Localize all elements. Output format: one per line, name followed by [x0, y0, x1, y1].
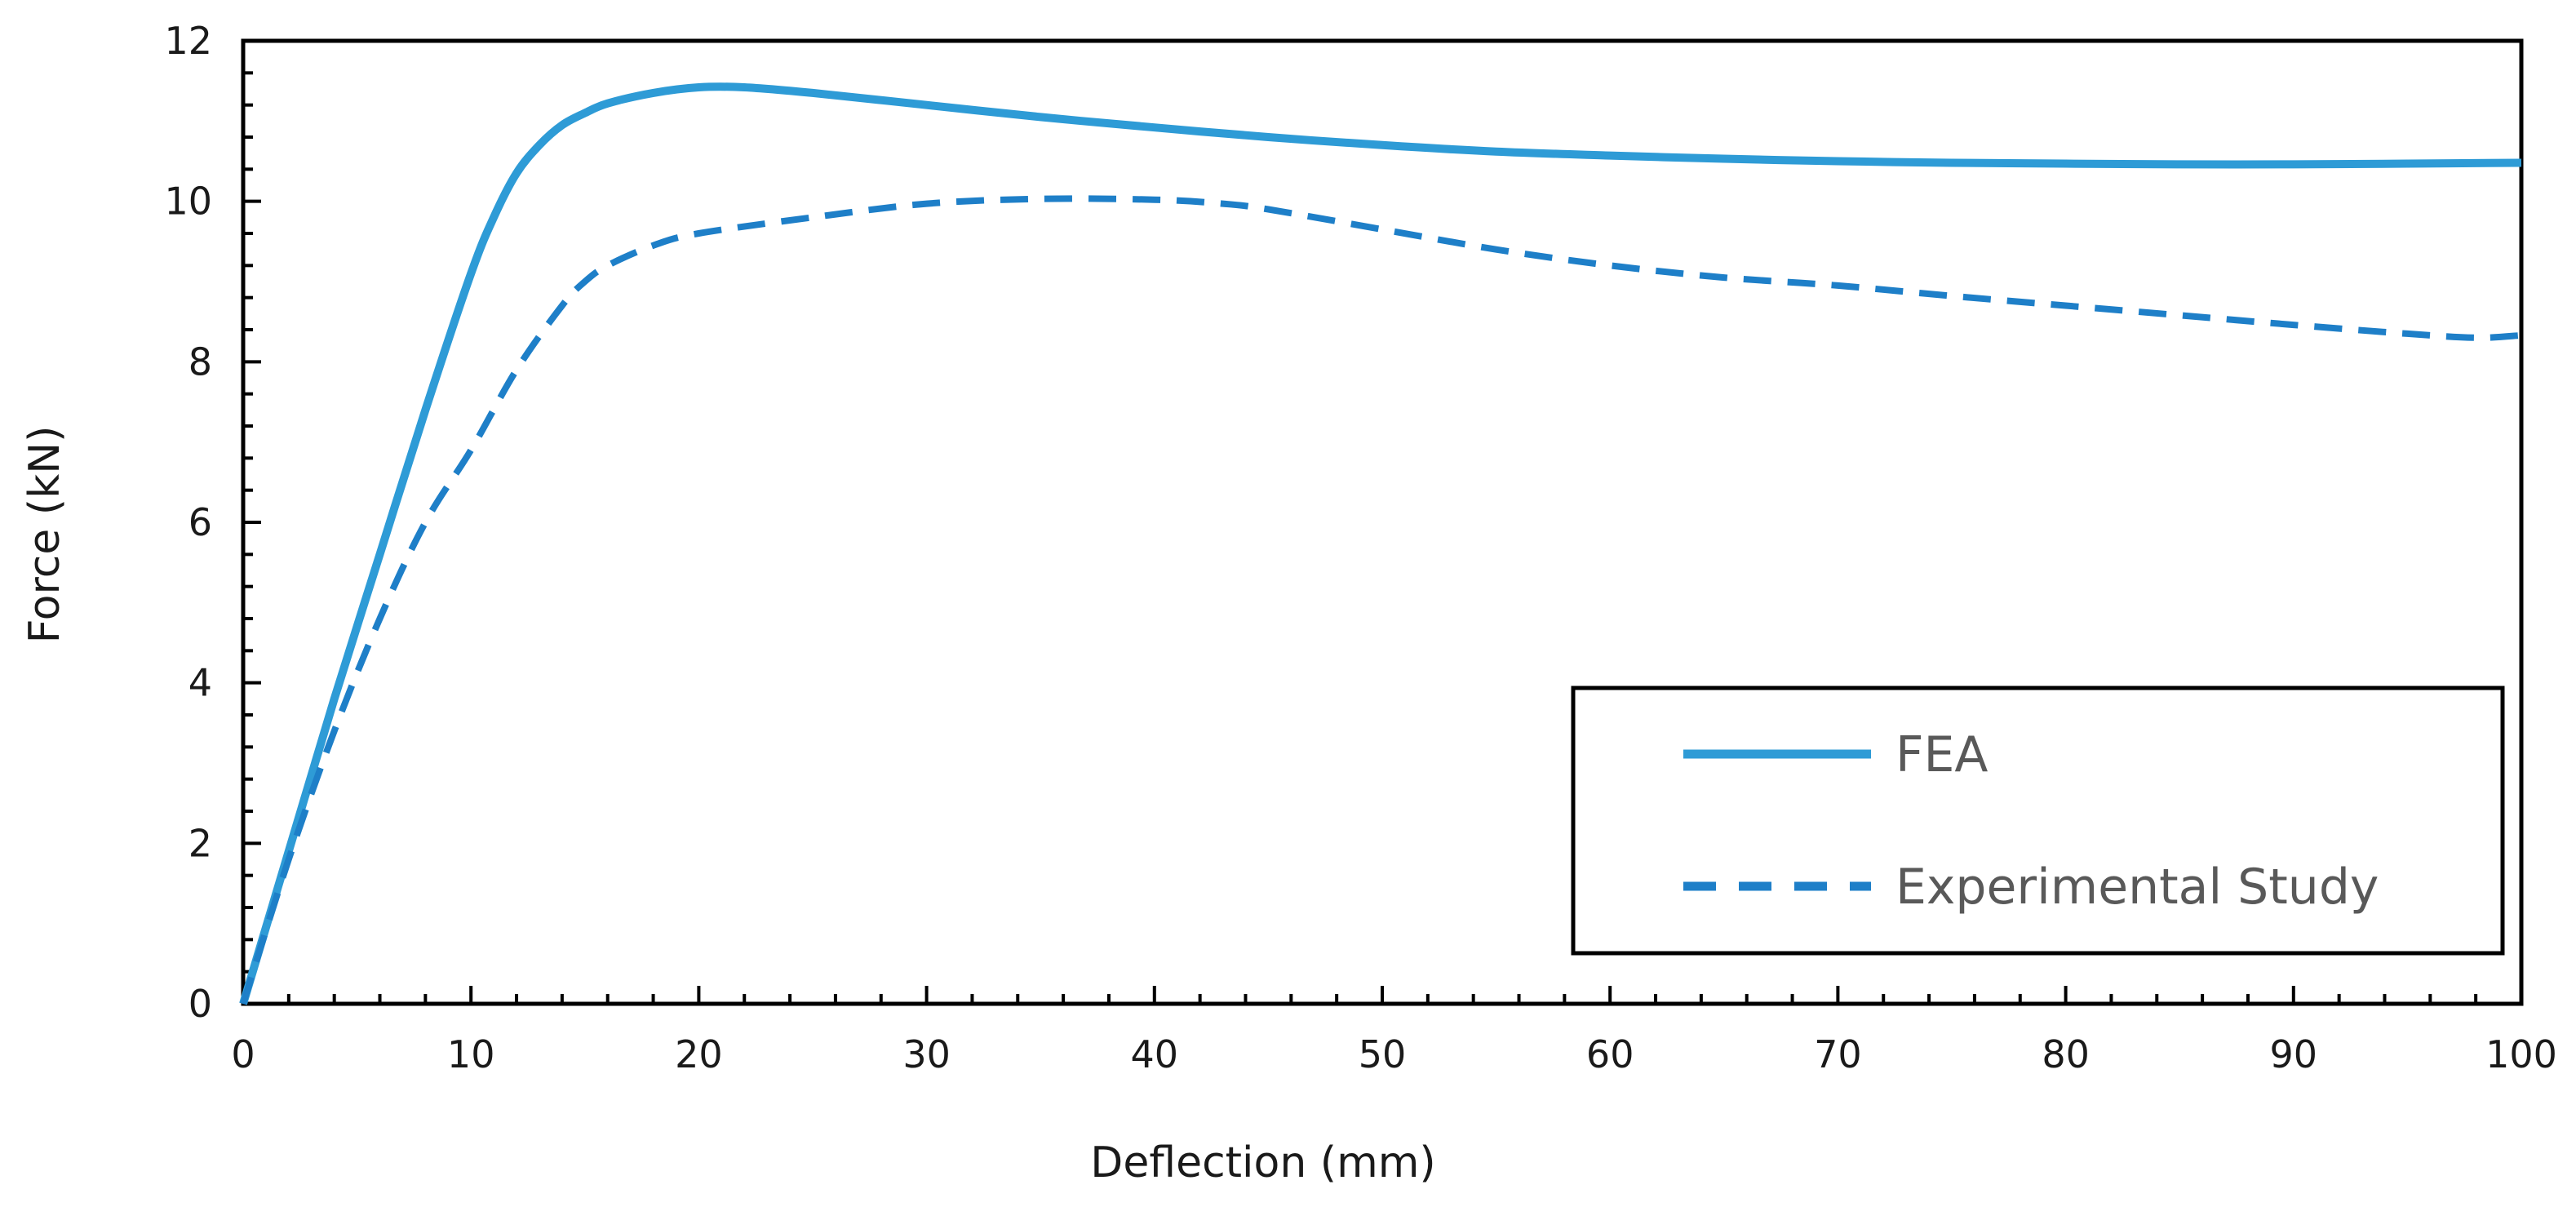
legend-label-fea: FEA	[1895, 726, 1988, 783]
x-tick-label: 60	[1586, 1032, 1634, 1076]
y-tick-label: 6	[188, 500, 212, 544]
y-tick-label: 12	[164, 19, 212, 63]
x-tick-label: 10	[447, 1032, 495, 1076]
series-line-fea	[239, 82, 2522, 1005]
x-tick-label: 70	[1814, 1032, 1862, 1076]
legend-box	[1571, 686, 2505, 956]
x-axis-title: Deflection (mm)	[1090, 1138, 1435, 1187]
x-tick-label: 90	[2270, 1032, 2318, 1076]
y-tick-label: 4	[188, 661, 212, 705]
x-tick-label: 50	[1359, 1032, 1407, 1076]
y-tick-label: 0	[188, 982, 212, 1026]
series-line-experimental-study	[240, 195, 2522, 1005]
y-tick-label: 10	[164, 180, 212, 224]
y-tick-label: 8	[188, 339, 212, 384]
x-tick-label: 0	[231, 1032, 255, 1076]
x-tick-label: 80	[2042, 1032, 2090, 1076]
legend: FEA Experimental Study	[1571, 686, 2505, 956]
x-tick-label: 40	[1131, 1032, 1179, 1076]
x-tick-label: 20	[675, 1032, 723, 1076]
plot-series	[239, 82, 2522, 1005]
axes: 0 10 20 30 40 50 60 70 80 90 100 0 2 4 6 8 10 12	[164, 19, 2556, 1076]
y-tick-label: 2	[188, 821, 212, 865]
x-tick-label: 30	[902, 1032, 951, 1076]
x-tick-label: 100	[2485, 1032, 2557, 1076]
legend-label-experimental-study: Experimental Study	[1895, 859, 2379, 916]
y-axis-title: Force (kN)	[20, 426, 69, 644]
